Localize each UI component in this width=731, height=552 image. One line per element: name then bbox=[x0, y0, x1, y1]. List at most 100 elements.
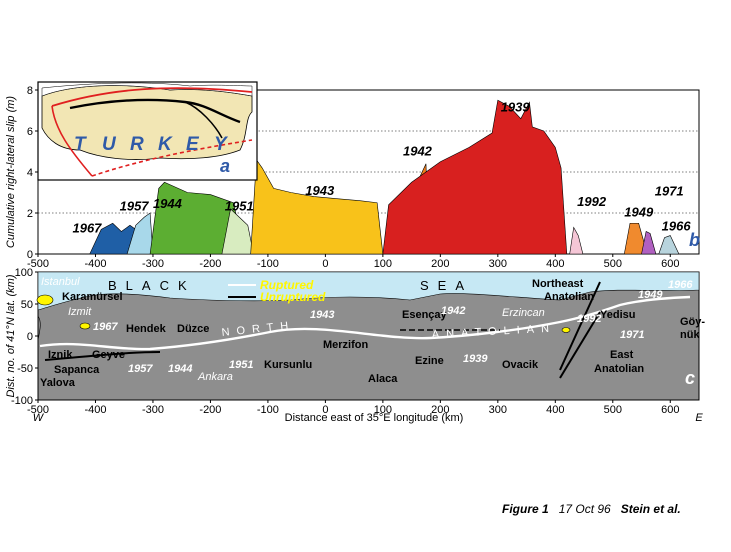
place-northeast: Northeast bbox=[532, 278, 584, 290]
slip-y-tick-label: 4 bbox=[27, 167, 33, 179]
map-x-axis-label: Distance east of 35°E longitude (km) bbox=[285, 412, 464, 424]
map-y-tick-label: -100 bbox=[11, 395, 33, 407]
ruptured-fault-trace bbox=[39, 295, 691, 351]
place-esencay: Esençay bbox=[402, 309, 448, 321]
slip-year-label-1944: 1944 bbox=[153, 196, 183, 211]
place-iznik: Iznik bbox=[48, 349, 73, 361]
place-merzifon: Merzifon bbox=[323, 339, 369, 351]
slip-x-tick-label: 400 bbox=[546, 258, 564, 270]
slip-year-label-1942: 1942 bbox=[403, 144, 433, 159]
slip-year-label-1971: 1971 bbox=[655, 184, 684, 199]
slip-area-1939 bbox=[382, 99, 568, 255]
istanbul-marker bbox=[36, 294, 54, 306]
map-year-1957: 1957 bbox=[128, 363, 153, 375]
slip-year-label-1967: 1967 bbox=[72, 220, 102, 235]
map-black-sea bbox=[37, 271, 700, 311]
map-year-1939: 1939 bbox=[463, 353, 488, 365]
slip-y-ticks: 0 2 4 6 8 bbox=[27, 85, 38, 261]
city-izmit: Izmit bbox=[68, 306, 92, 318]
city-istanbul: Istanbul bbox=[41, 276, 80, 288]
city-erzincan: Erzincan bbox=[502, 307, 545, 319]
inset-letter: U bbox=[102, 134, 117, 155]
map-y-tick-label: 50 bbox=[21, 299, 33, 311]
legend-ruptured-label: Ruptured bbox=[260, 278, 314, 292]
map-y-tick-label: 100 bbox=[15, 267, 33, 279]
caption-date: 17 Oct 96 bbox=[558, 502, 611, 516]
slip-area-1951 bbox=[221, 208, 254, 255]
slip-x-tick-label: -500 bbox=[27, 258, 49, 270]
east-fault bbox=[559, 311, 601, 379]
map-x-tick-label: -100 bbox=[257, 404, 279, 416]
place-goynuk-2: nük bbox=[680, 329, 700, 341]
slip-x-tick-label: -400 bbox=[84, 258, 106, 270]
slip-area-1949 bbox=[623, 222, 648, 255]
slip-x-ticks: -500 -400 -300 -200 -100 0 100 200 300 400 500 600 bbox=[27, 254, 679, 270]
map-year-1942: 1942 bbox=[441, 305, 465, 317]
place-geyve: Geyve bbox=[92, 349, 125, 361]
inset-letter: R bbox=[130, 134, 144, 155]
map-marmara-coast bbox=[37, 315, 41, 341]
slip-year-label-1957: 1957 bbox=[120, 199, 150, 214]
panel-c-label: c bbox=[685, 368, 695, 388]
caption-authors: Stein et al. bbox=[620, 502, 681, 516]
inset-east-fault bbox=[184, 101, 223, 139]
slip-area-1992 bbox=[569, 226, 584, 255]
map-x-tick-label: -400 bbox=[84, 404, 106, 416]
slip-chart: 1967 1957 1944 1951 1943 1942 1939 1992 19491971… bbox=[5, 85, 700, 270]
map-x-tick-label: 100 bbox=[374, 404, 392, 416]
panel-b-label: b bbox=[689, 230, 700, 250]
place-ovacik: Ovacik bbox=[502, 359, 539, 371]
slip-gridlines bbox=[38, 130, 699, 214]
izmit-marker bbox=[79, 322, 91, 330]
map-x-tick-label: 400 bbox=[546, 404, 564, 416]
map-x-tick-label: 300 bbox=[489, 404, 507, 416]
slip-area-1971 bbox=[641, 231, 657, 255]
map-x-tick-label: -200 bbox=[199, 404, 221, 416]
inset-letter: E bbox=[186, 134, 200, 155]
place-northeast-anatolian: Anatolian bbox=[544, 291, 594, 303]
map-x-tick-label: 0 bbox=[322, 404, 328, 416]
slip-y-tick-label: 0 bbox=[27, 249, 33, 261]
slip-year-label-1939: 1939 bbox=[501, 100, 531, 115]
place-duzce: Düzce bbox=[177, 323, 209, 335]
map-year-1951: 1951 bbox=[229, 359, 253, 371]
place-sapanca: Sapanca bbox=[54, 364, 100, 376]
place-ezine: Ezine bbox=[415, 355, 444, 367]
east-label: E bbox=[695, 412, 703, 424]
map-year-1949: 1949 bbox=[638, 289, 663, 301]
map-year-1966: 1966 bbox=[668, 279, 693, 291]
map-x-tick-label: 500 bbox=[604, 404, 622, 416]
map-x-tick-label: 600 bbox=[661, 404, 679, 416]
place-yedisu: Yedisu bbox=[600, 309, 635, 321]
legend-unruptured-label: Unruptured bbox=[260, 290, 326, 304]
place-kursunlu: Kursunlu bbox=[264, 359, 312, 371]
inset-outline-west bbox=[51, 105, 93, 177]
slip-x-tick-label: -300 bbox=[142, 258, 164, 270]
place-east-anatolian: Anatolian bbox=[594, 363, 644, 375]
map-x-tick-label: -300 bbox=[142, 404, 164, 416]
slip-x-tick-label: 600 bbox=[661, 258, 679, 270]
city-ankara: Ankara bbox=[197, 371, 233, 383]
inset-letter: T bbox=[74, 134, 87, 155]
slip-areas bbox=[89, 99, 680, 255]
figure-caption: Figure 1 17 Oct 96 Stein et al. bbox=[502, 502, 681, 516]
northeast-fault bbox=[559, 281, 601, 371]
sea-label-sea: SEA bbox=[420, 278, 473, 293]
slip-x-tick-label: -200 bbox=[199, 258, 221, 270]
slip-area-1966 bbox=[658, 235, 680, 255]
place-yalova: Yalova bbox=[40, 377, 76, 389]
map-x-tick-label: 200 bbox=[431, 404, 449, 416]
place-alaca: Alaca bbox=[368, 373, 398, 385]
map-year-1967: 1967 bbox=[93, 321, 118, 333]
slip-x-tick-label: 0 bbox=[322, 258, 328, 270]
map-year-1971: 1971 bbox=[620, 329, 644, 341]
slip-y-axis-label: Cumulative right-lateral slip (m) bbox=[5, 96, 17, 249]
map-year-1943: 1943 bbox=[310, 309, 334, 321]
place-goynuk-1: Göy- bbox=[680, 316, 705, 328]
inset-letter: Y bbox=[214, 134, 229, 155]
slip-y-tick-label: 2 bbox=[27, 208, 33, 220]
west-label: W bbox=[33, 412, 45, 424]
